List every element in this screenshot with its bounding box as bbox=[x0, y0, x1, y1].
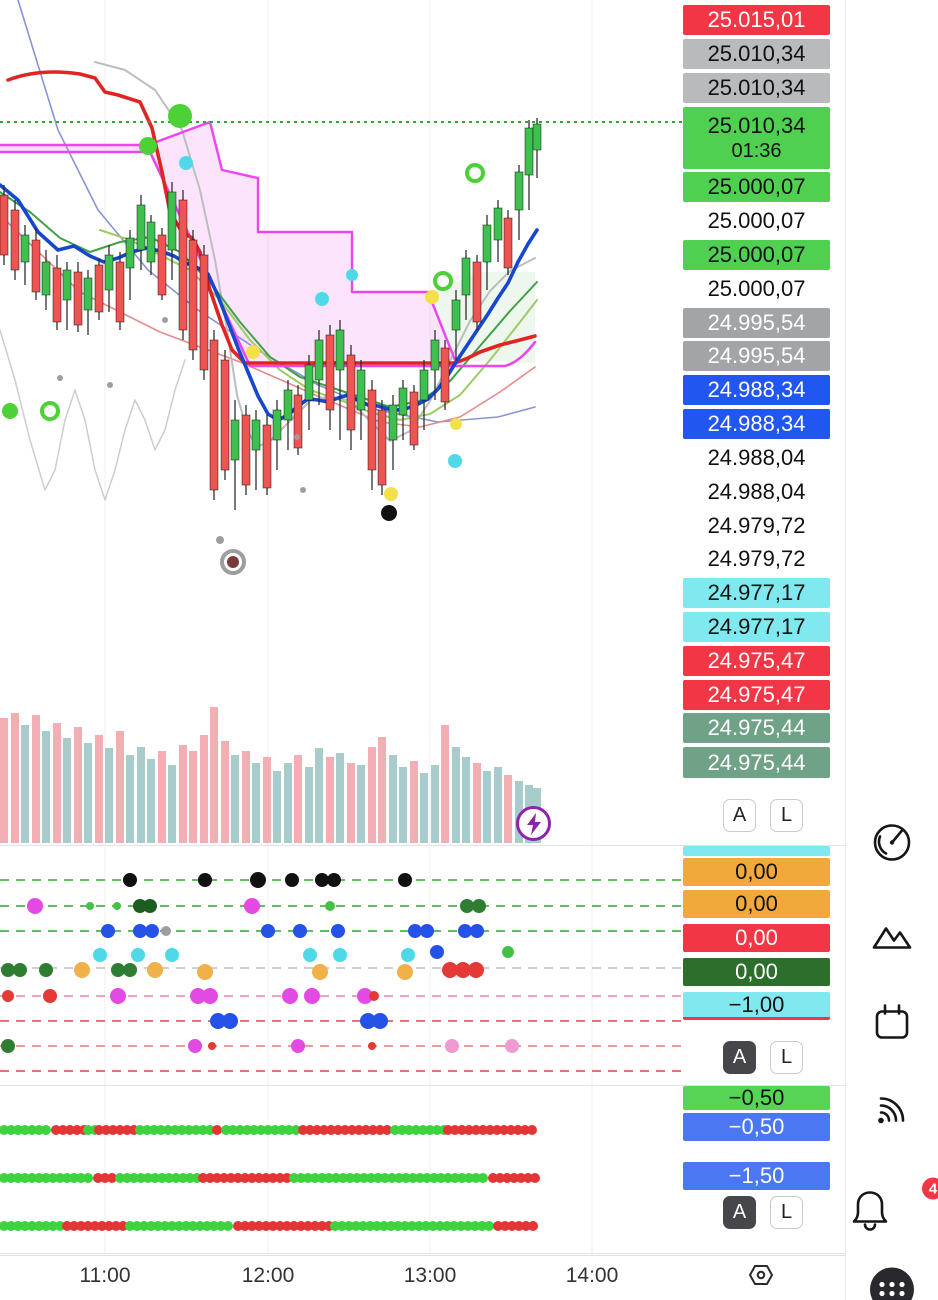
scale-buttons-trend: A L bbox=[723, 1196, 803, 1229]
price-label: 24.975,44 bbox=[683, 713, 830, 743]
scale-buttons-main: A L bbox=[723, 799, 803, 832]
price-label: 24.979,72 bbox=[683, 544, 830, 574]
price-label: −1,00 bbox=[683, 992, 830, 1020]
auto-scale-button[interactable]: A bbox=[723, 799, 756, 832]
right-toolbar: 4 bbox=[845, 0, 938, 1300]
price-label: 25.010,34 bbox=[683, 73, 830, 103]
calendar-icon bbox=[875, 1004, 909, 1039]
pane-divider[interactable] bbox=[0, 1085, 845, 1086]
price-label: 24.975,47 bbox=[683, 646, 830, 676]
price-axis[interactable]: 25.015,01 25.010,34 25.010,34 25.010,34 01:3… bbox=[683, 0, 830, 1255]
radar-icon bbox=[873, 824, 911, 861]
time-axis[interactable]: 11:00 12:00 13:00 14:00 bbox=[0, 1255, 845, 1300]
alerts-button[interactable]: 4 bbox=[846, 1177, 938, 1239]
price-label: 24.988,04 bbox=[683, 477, 830, 507]
price-label: 24.975,44 bbox=[683, 747, 830, 778]
price-label: 0,00 bbox=[683, 924, 830, 952]
chart-region[interactable]: 25.015,01 25.010,34 25.010,34 25.010,34 01:3… bbox=[0, 0, 845, 1300]
chart-canvas[interactable] bbox=[0, 0, 845, 1255]
signal-waves-icon bbox=[878, 1097, 905, 1124]
price-label: 0,00 bbox=[683, 958, 830, 986]
log-scale-button[interactable]: L bbox=[770, 1041, 803, 1074]
price-label: 25.000,07 bbox=[683, 240, 830, 270]
pane-divider[interactable] bbox=[0, 845, 845, 846]
price-label: 0,00 bbox=[683, 890, 830, 918]
auto-scale-button[interactable]: A bbox=[723, 1196, 756, 1229]
lightning-icon bbox=[526, 812, 541, 835]
time-tick: 12:00 bbox=[241, 1264, 295, 1287]
price-label: 0,00 bbox=[683, 858, 830, 886]
mountains-button[interactable] bbox=[869, 915, 915, 966]
price-label: −0,50 bbox=[683, 1085, 830, 1110]
price-label: 24.979,72 bbox=[683, 511, 830, 541]
alerts-badge: 4 bbox=[922, 1177, 938, 1200]
time-tick: 13:00 bbox=[403, 1264, 457, 1287]
auto-scale-button[interactable]: A bbox=[723, 1041, 756, 1074]
price-label: 24.995,54 bbox=[683, 308, 830, 338]
radar-button[interactable] bbox=[869, 820, 915, 871]
mountains-icon bbox=[872, 927, 912, 949]
price-label: 25.000,07 bbox=[683, 172, 830, 202]
time-tick: 14:00 bbox=[565, 1264, 619, 1287]
lightning-button[interactable] bbox=[516, 806, 551, 841]
time-settings-icon[interactable] bbox=[746, 1260, 776, 1290]
price-label: −0,50 bbox=[683, 1113, 830, 1141]
log-scale-button[interactable]: L bbox=[770, 1196, 803, 1229]
log-scale-button[interactable]: L bbox=[770, 799, 803, 832]
price-label: 25.010,34 bbox=[683, 39, 830, 69]
chat-dots-icon bbox=[870, 1267, 914, 1300]
chat-button[interactable] bbox=[868, 1266, 916, 1300]
bell-icon bbox=[852, 1191, 888, 1231]
price-label: 24.995,54 bbox=[683, 341, 830, 371]
price-label: 25.010,34 01:36 bbox=[683, 107, 830, 169]
scale-buttons-signals: A L bbox=[723, 1041, 803, 1074]
price-label: 24.977,17 bbox=[683, 612, 830, 642]
pane-divider[interactable] bbox=[0, 1253, 845, 1254]
price-label: 25.000,07 bbox=[683, 206, 830, 236]
time-tick: 11:00 bbox=[79, 1264, 131, 1287]
price-label: 25.015,01 bbox=[683, 5, 830, 35]
price-label: 24.977,17 bbox=[683, 578, 830, 608]
price-label bbox=[683, 846, 830, 856]
price-label: −1,50 bbox=[683, 1162, 830, 1190]
calendar-button[interactable] bbox=[869, 1000, 915, 1051]
price-label: 24.988,34 bbox=[683, 375, 830, 405]
bar-countdown: 01:36 bbox=[731, 140, 782, 163]
price-label: 25.000,07 bbox=[683, 274, 830, 304]
price-label: 24.975,47 bbox=[683, 680, 830, 710]
price-label: 24.988,34 bbox=[683, 409, 830, 439]
signal-stream-button[interactable] bbox=[869, 1087, 915, 1138]
price-label: 24.988,04 bbox=[683, 443, 830, 473]
